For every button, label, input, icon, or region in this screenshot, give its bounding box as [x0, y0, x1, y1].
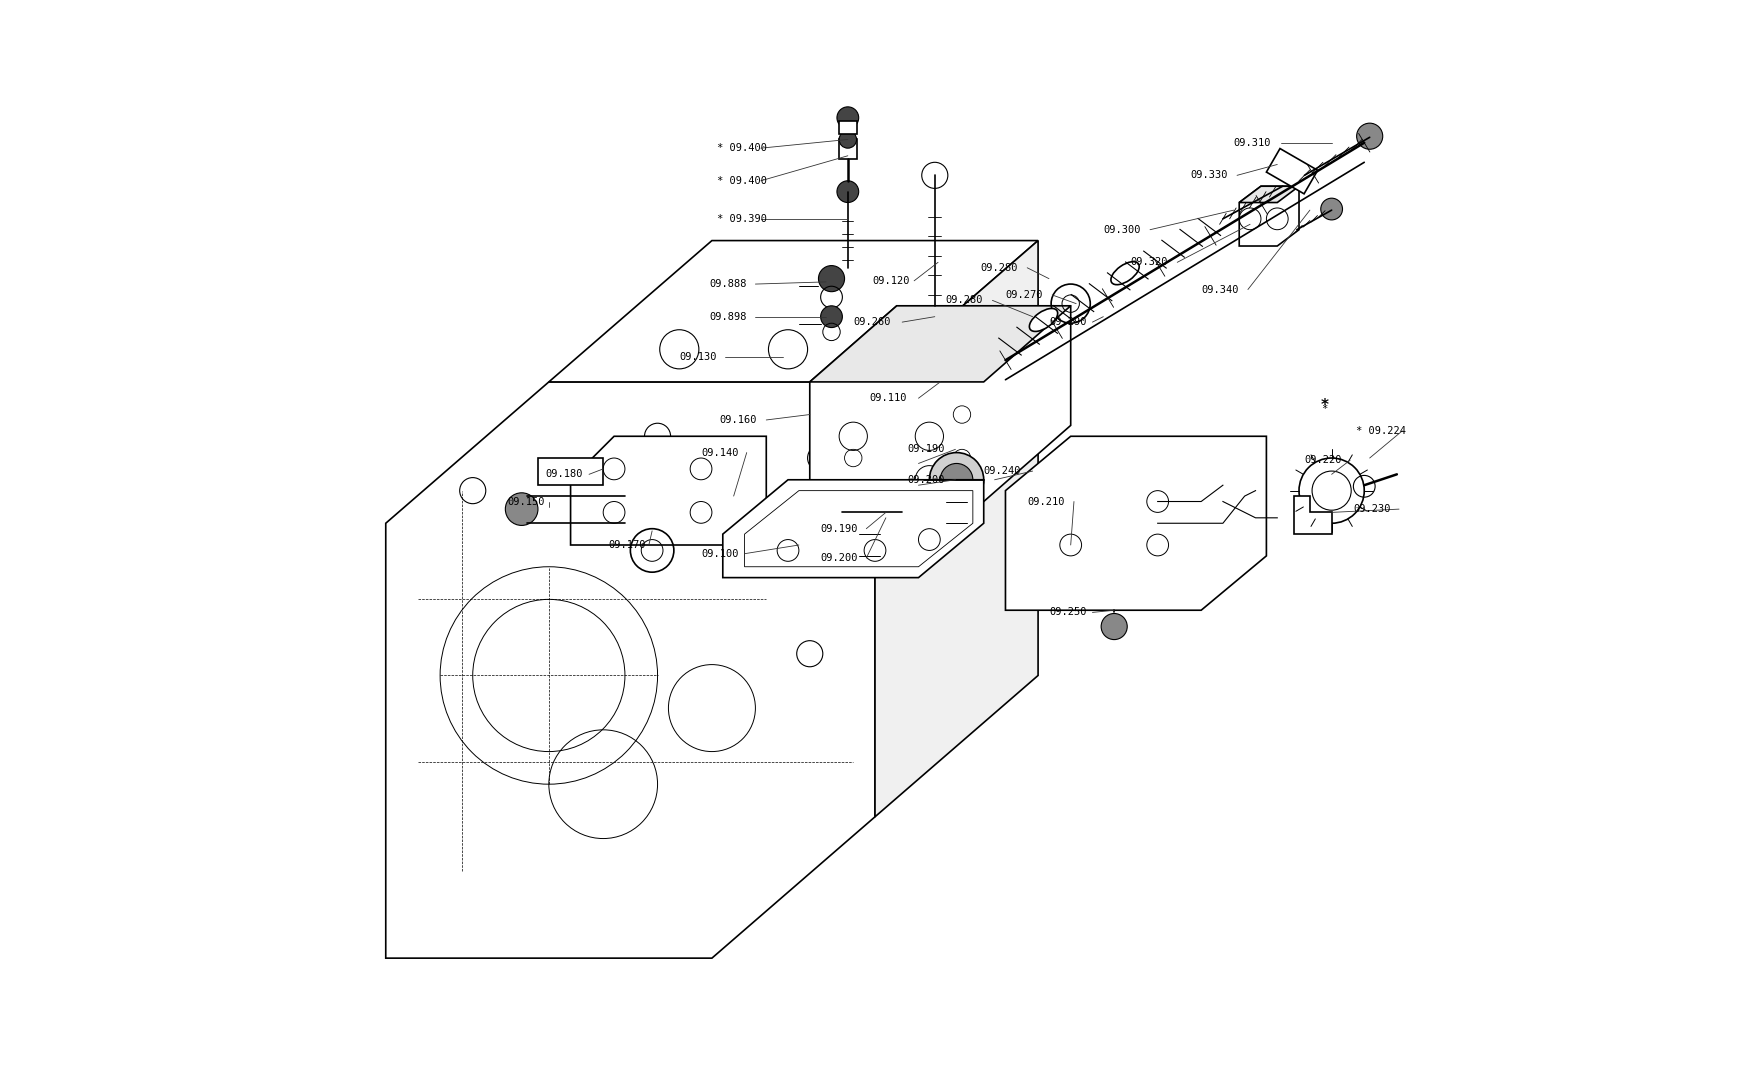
Circle shape [506, 493, 537, 525]
Text: 09.190: 09.190 [908, 445, 945, 455]
Text: 09.310: 09.310 [1234, 137, 1270, 148]
Text: 09.230: 09.230 [1353, 504, 1391, 514]
Text: 09.340: 09.340 [1200, 284, 1239, 294]
Polygon shape [570, 436, 766, 545]
Polygon shape [1293, 496, 1332, 534]
Polygon shape [385, 382, 875, 958]
Bar [838, 140, 856, 159]
Circle shape [836, 181, 859, 203]
Circle shape [838, 131, 856, 148]
Polygon shape [550, 241, 1038, 382]
Text: 09.280: 09.280 [980, 263, 1018, 272]
Circle shape [940, 463, 973, 496]
Text: 09.120: 09.120 [873, 276, 910, 286]
Bar [1267, 148, 1318, 194]
Polygon shape [1239, 186, 1298, 203]
Text: 09.110: 09.110 [870, 393, 906, 403]
Text: 09.888: 09.888 [710, 279, 747, 289]
Circle shape [819, 266, 845, 292]
Text: * 09.390: * 09.390 [718, 214, 766, 223]
Polygon shape [1239, 186, 1298, 246]
Text: 09.330: 09.330 [1190, 170, 1228, 180]
Text: 09.180: 09.180 [546, 470, 583, 480]
Polygon shape [810, 306, 1071, 382]
Text: 09.898: 09.898 [710, 312, 747, 322]
Text: 09.150: 09.150 [507, 497, 544, 507]
Text: 09.200: 09.200 [908, 475, 945, 485]
Text: * 09.224: * 09.224 [1356, 426, 1405, 436]
Text: 09.140: 09.140 [702, 448, 738, 458]
Circle shape [1101, 614, 1127, 640]
Circle shape [929, 452, 984, 507]
Text: 09.320: 09.320 [1130, 257, 1167, 267]
Text: 09.130: 09.130 [679, 352, 717, 362]
Text: 09.250: 09.250 [1048, 607, 1087, 617]
Text: 09.270: 09.270 [1006, 290, 1043, 300]
Bar [838, 121, 856, 134]
Polygon shape [1006, 436, 1267, 610]
Text: 09.160: 09.160 [719, 415, 758, 425]
Text: *: * [1321, 398, 1328, 413]
Text: 09.220: 09.220 [1304, 456, 1342, 465]
Circle shape [821, 306, 842, 328]
Polygon shape [875, 241, 1038, 816]
Circle shape [1356, 123, 1382, 149]
Circle shape [836, 107, 859, 129]
Text: 09.210: 09.210 [1027, 497, 1064, 507]
Circle shape [1321, 198, 1342, 220]
Text: 09.100: 09.100 [702, 548, 738, 559]
Text: 09.170: 09.170 [609, 540, 646, 550]
Ellipse shape [1111, 262, 1139, 284]
Circle shape [842, 485, 896, 540]
Text: 09.260: 09.260 [854, 317, 891, 327]
Text: * 09.400: * 09.400 [718, 175, 766, 185]
Text: 09.200: 09.200 [821, 553, 858, 564]
Text: 09.190: 09.190 [821, 523, 858, 534]
Text: * 09.400: * 09.400 [718, 143, 766, 154]
Text: 09.290: 09.290 [1048, 317, 1087, 327]
Text: *: * [1321, 404, 1326, 414]
Polygon shape [723, 480, 984, 578]
Polygon shape [810, 306, 1071, 501]
Text: 09.240: 09.240 [984, 467, 1022, 476]
Ellipse shape [1029, 308, 1057, 331]
Bar [537, 458, 604, 485]
Circle shape [854, 496, 886, 529]
Text: 09.300: 09.300 [1102, 225, 1141, 234]
Text: 09.280: 09.280 [945, 295, 984, 305]
